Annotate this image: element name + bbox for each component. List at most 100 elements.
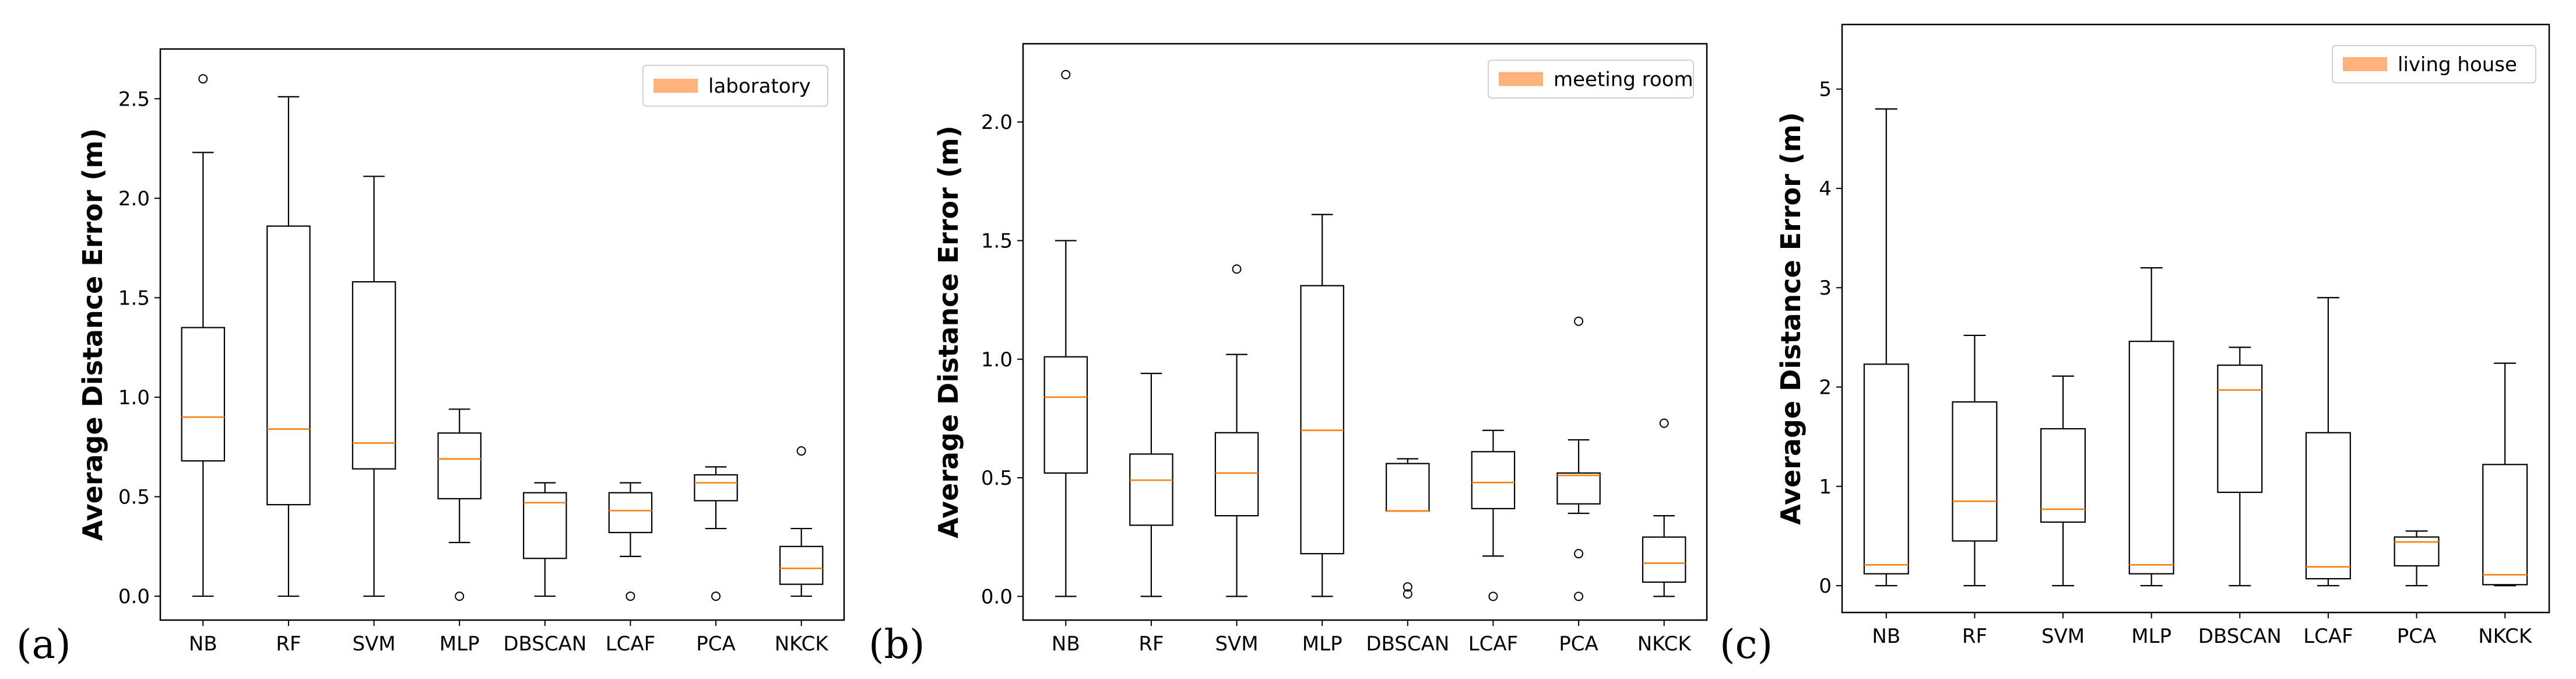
x-tick-label: NKCK [1637, 632, 1692, 656]
axes-frame [1841, 23, 2550, 614]
x-tick-label: NKCK [2478, 625, 2533, 648]
box-body [1386, 463, 1430, 512]
box-rf [1952, 334, 1998, 587]
x-tick-label: RF [276, 632, 301, 656]
outlier-point [1061, 69, 1071, 79]
box-lcaf [1471, 429, 1516, 601]
y-tick-label: 0.0 [981, 585, 1013, 608]
y-tick-label: 1.5 [981, 229, 1013, 253]
outlier-point [796, 446, 806, 456]
y-tick-label: 0 [1819, 575, 1832, 598]
legend-label: laboratory [708, 75, 811, 98]
box-body [266, 225, 311, 506]
y-tick-label: 2 [1819, 376, 1832, 399]
x-tick-label: PCA [1559, 632, 1598, 656]
legend-patch [653, 79, 698, 93]
box-lcaf [2305, 297, 2351, 587]
y-tick-label: 3 [1819, 276, 1832, 300]
x-tick-label: SVM [1215, 632, 1258, 656]
outlier-point [198, 74, 208, 84]
legend-box [1488, 60, 1694, 99]
box-body [352, 281, 396, 470]
y-tick-label: 5 [1819, 78, 1832, 102]
x-tick-label: RF [1962, 625, 1987, 648]
outlier-point [1574, 549, 1584, 559]
outlier-point [1574, 316, 1584, 326]
chart-panel-1: 0.0 0.5 1.0 1.5 2.0 2.5 NB RF SVM MLP DBSCAN LCAF PC… [16, 48, 845, 668]
x-tick-label: MLP [440, 632, 480, 656]
panel-label: (b) [869, 622, 925, 668]
box-dbscan [1386, 458, 1430, 599]
box-body [181, 327, 226, 462]
box-nb [1863, 108, 1909, 587]
x-tick-label: MLP [2131, 625, 2171, 648]
y-tick-label: 4 [1819, 177, 1832, 201]
y-axis-label: Average Distance Error (m) [1775, 112, 1807, 525]
chart-panel-2: 0.0 0.5 1.0 1.5 2.0 NB RF SVM MLP DBSCAN LCAF PCA NK… [869, 43, 1708, 668]
legend-box [2332, 45, 2536, 83]
box-body [608, 492, 653, 534]
x-tick-label: NB [1052, 632, 1080, 656]
box-svm [2040, 375, 2086, 587]
legend: laboratory [642, 65, 828, 107]
x-tick-label: RF [1138, 632, 1164, 656]
box-body [1863, 363, 1909, 575]
box-body [1952, 401, 1998, 542]
legend: meeting room [1488, 60, 1694, 99]
y-axis-label: Average Distance Error (m) [77, 128, 108, 541]
x-tick-label: NB [189, 632, 217, 656]
x-tick-label: DBSCAN [503, 632, 586, 656]
y-tick-label: 2.0 [981, 111, 1013, 134]
legend: living house [2332, 45, 2536, 83]
y-tick-label: 1.5 [118, 286, 150, 310]
y-tick-label: 0.5 [981, 467, 1013, 490]
legend-patch [2343, 57, 2387, 71]
x-tick-label: LCAF [2303, 625, 2353, 648]
box-rf [266, 96, 311, 597]
box-dbscan [2217, 346, 2263, 587]
box-mlp [2128, 267, 2174, 587]
x-tick-label: SVM [2041, 625, 2085, 648]
y-tick-label: 1 [1819, 475, 1832, 499]
outlier-point [1403, 582, 1412, 592]
y-tick-label: 2.0 [118, 187, 150, 211]
legend-label: meeting room [1554, 68, 1693, 92]
box-mlp [1300, 214, 1344, 597]
box-nkck [2482, 362, 2528, 587]
x-tick-label: LCAF [1468, 632, 1519, 656]
outlier-point [1403, 589, 1412, 599]
box-body [1300, 285, 1344, 555]
outlier-point [711, 592, 721, 601]
box-lcaf [608, 482, 653, 601]
y-tick-label: 0.5 [118, 486, 150, 509]
y-tick-label: 1.0 [118, 386, 150, 410]
y-axis-label: Average Distance Error (m) [933, 125, 964, 538]
x-tick-label: LCAF [606, 632, 656, 656]
box-nb [181, 74, 226, 597]
x-tick-label: PCA [696, 632, 736, 656]
y-tick-label: 1.0 [981, 348, 1013, 372]
box-pca [694, 466, 738, 601]
x-tick-label: DBSCAN [2198, 625, 2282, 648]
box-body [779, 545, 824, 585]
box-body [1471, 451, 1516, 510]
y-tick-label: 2.5 [118, 88, 150, 111]
box-body [1214, 432, 1259, 517]
box-nb [1043, 69, 1088, 597]
panel-label: (c) [1720, 622, 1773, 668]
outlier-point [1488, 592, 1498, 601]
box-pca [1556, 316, 1601, 601]
legend-patch [1499, 72, 1543, 86]
box-body [523, 492, 567, 559]
box-mlp [437, 408, 482, 601]
outlier-point [1574, 592, 1584, 601]
box-nkck [779, 446, 824, 597]
y-tick-label: 0.0 [118, 585, 150, 608]
outlier-point [1659, 418, 1669, 428]
outlier-point [1232, 264, 1242, 274]
box-nkck [1642, 418, 1686, 597]
outlier-point [455, 592, 465, 601]
box-pca [2394, 50, 2440, 587]
box-dbscan [523, 482, 567, 597]
x-tick-label: PCA [2397, 625, 2437, 648]
